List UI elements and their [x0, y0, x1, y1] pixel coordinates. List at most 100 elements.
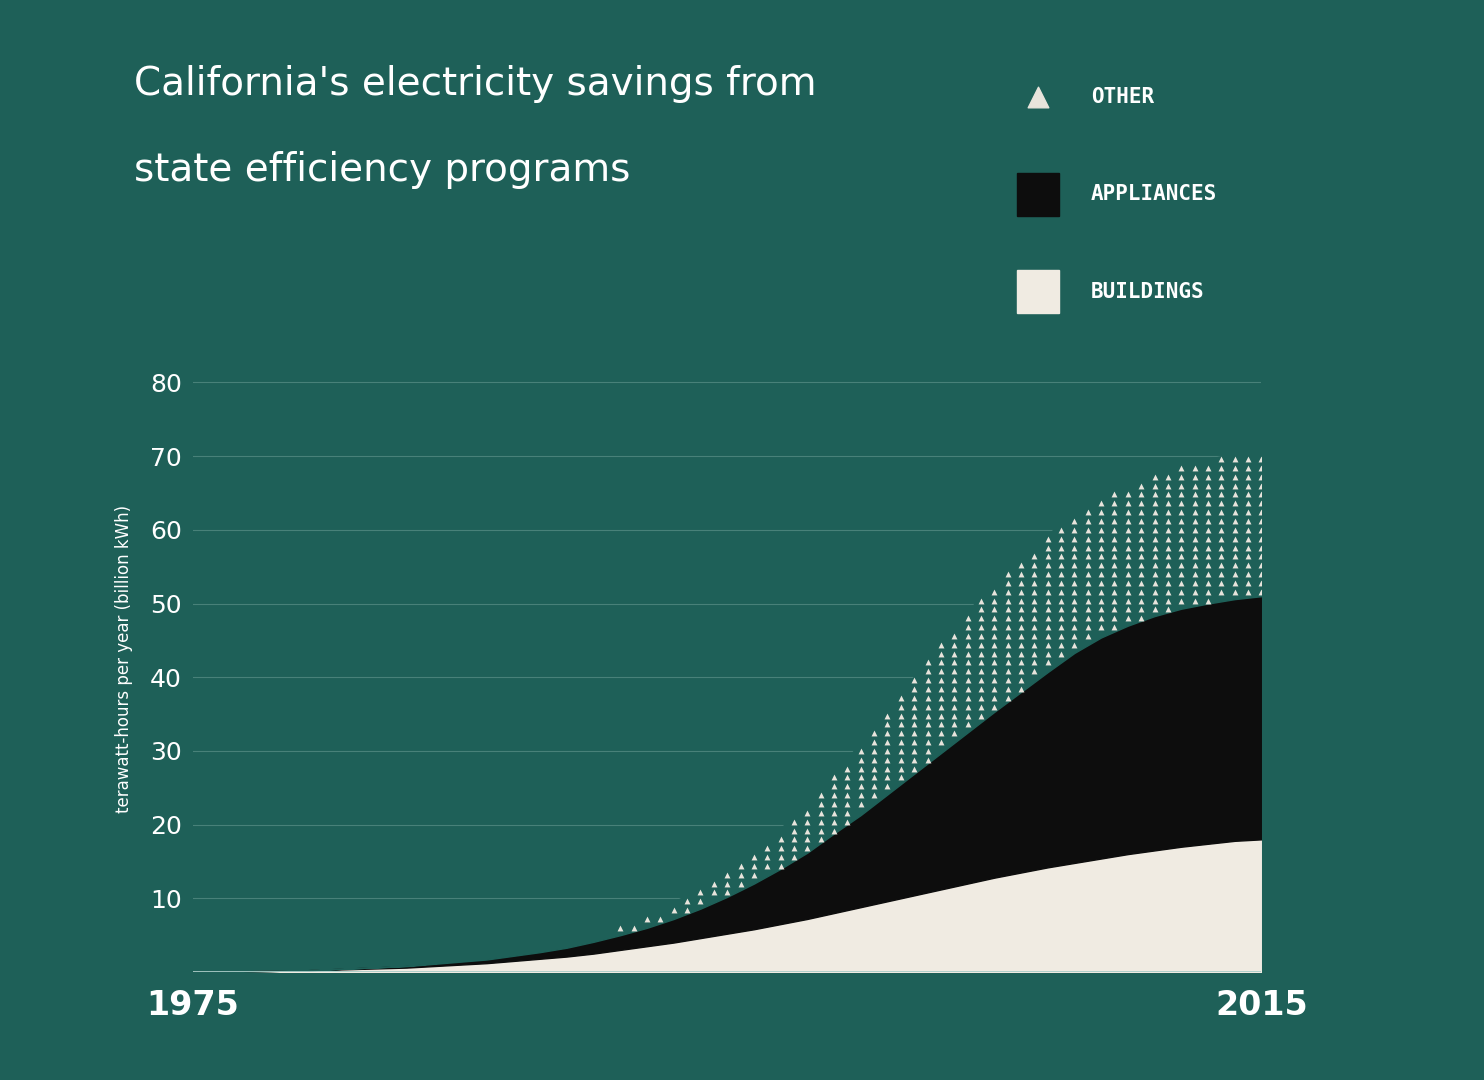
Point	[1063, 609, 1086, 626]
Point	[849, 742, 873, 759]
Point	[1236, 495, 1260, 512]
Point	[835, 760, 859, 778]
Point	[1049, 636, 1073, 653]
Point	[1183, 566, 1206, 583]
Point	[1116, 575, 1140, 592]
Point	[1089, 503, 1113, 521]
Point	[1236, 512, 1260, 529]
Point	[929, 636, 953, 653]
Point	[1129, 522, 1153, 539]
Point	[1049, 619, 1073, 636]
Point	[1076, 548, 1100, 565]
Point	[996, 592, 1020, 609]
Point	[1250, 530, 1273, 548]
Point	[1129, 583, 1153, 600]
Point	[916, 716, 939, 733]
Point	[862, 733, 886, 751]
Point	[1156, 600, 1180, 618]
Point	[1250, 548, 1273, 565]
Point	[1183, 575, 1206, 592]
Bar	[1018, 270, 1060, 313]
Point	[1049, 645, 1073, 662]
Point	[1209, 530, 1233, 548]
Point	[1009, 663, 1033, 680]
Point	[608, 919, 632, 936]
Point	[1209, 556, 1233, 573]
Point	[1143, 522, 1166, 539]
Point	[1223, 566, 1247, 583]
Point	[956, 619, 979, 636]
Point	[1063, 619, 1086, 636]
Point	[635, 910, 659, 928]
Point	[876, 725, 899, 742]
Point	[809, 805, 833, 822]
Point	[902, 760, 926, 778]
Point	[996, 653, 1020, 671]
Point	[1063, 512, 1086, 529]
Point	[1156, 556, 1180, 573]
Point	[1156, 477, 1180, 495]
Point	[1183, 556, 1206, 573]
Point	[1089, 512, 1113, 529]
Point	[822, 822, 846, 839]
Point	[902, 698, 926, 715]
Point	[982, 698, 1006, 715]
Point	[795, 813, 819, 831]
Point	[969, 653, 993, 671]
Point	[1027, 89, 1051, 106]
Point	[1143, 539, 1166, 556]
Point	[1183, 486, 1206, 503]
Point	[982, 680, 1006, 698]
Point	[1009, 609, 1033, 626]
Point	[795, 822, 819, 839]
Point	[1169, 583, 1193, 600]
Point	[1103, 548, 1126, 565]
Point	[1143, 556, 1166, 573]
Point	[956, 707, 979, 725]
Point	[1196, 486, 1220, 503]
Point	[1103, 495, 1126, 512]
Point	[755, 858, 779, 875]
Point	[1103, 556, 1126, 573]
Point	[1089, 548, 1113, 565]
Point	[769, 831, 792, 848]
Point	[969, 663, 993, 680]
Point	[1049, 583, 1073, 600]
Point	[942, 680, 966, 698]
Point	[1209, 539, 1233, 556]
Point	[982, 672, 1006, 689]
Point	[1209, 522, 1233, 539]
Point	[1036, 653, 1060, 671]
Point	[1196, 548, 1220, 565]
Point	[1116, 512, 1140, 529]
Point	[1076, 583, 1100, 600]
Point	[942, 672, 966, 689]
Point	[1209, 566, 1233, 583]
Point	[1223, 477, 1247, 495]
Point	[1036, 600, 1060, 618]
Point	[1156, 495, 1180, 512]
Point	[1063, 636, 1086, 653]
Point	[1089, 600, 1113, 618]
Point	[1143, 512, 1166, 529]
Point	[1183, 468, 1206, 485]
Point	[1036, 575, 1060, 592]
Point	[876, 751, 899, 768]
Point	[1036, 645, 1060, 662]
Point	[1022, 636, 1046, 653]
Point	[1196, 592, 1220, 609]
Point	[1250, 477, 1273, 495]
Point	[956, 672, 979, 689]
Point	[929, 680, 953, 698]
Point	[1022, 663, 1046, 680]
Point	[1009, 600, 1033, 618]
Point	[1063, 583, 1086, 600]
Point	[916, 663, 939, 680]
Point	[849, 769, 873, 786]
Point	[996, 663, 1020, 680]
Point	[689, 883, 712, 901]
Point	[862, 786, 886, 804]
Point	[1169, 486, 1193, 503]
Point	[1036, 619, 1060, 636]
Point	[982, 653, 1006, 671]
